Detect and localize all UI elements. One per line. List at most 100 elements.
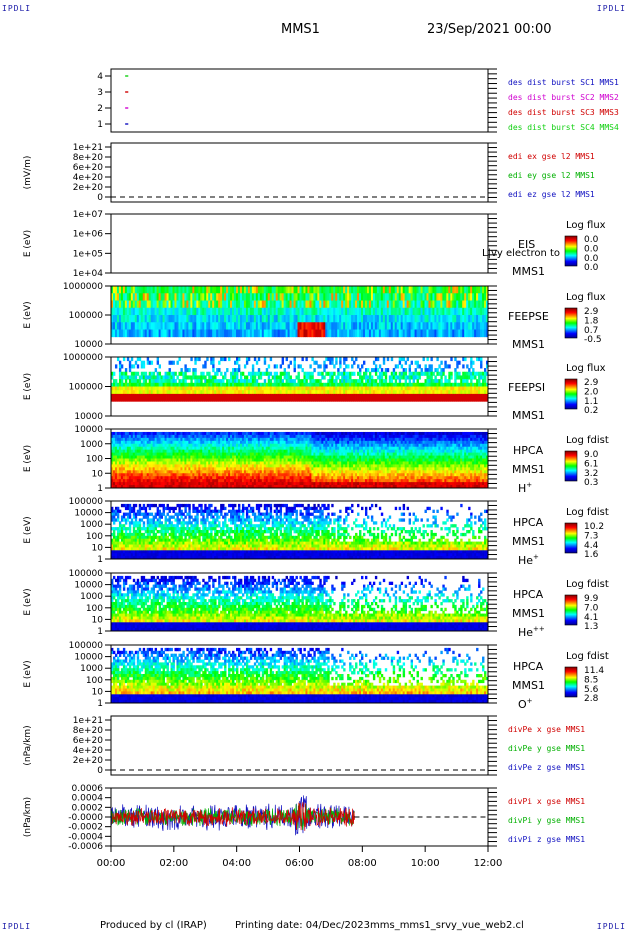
heatmap-cell: [192, 286, 195, 294]
heatmap-cell: [424, 286, 427, 294]
heatmap-cell: [434, 329, 437, 338]
heatmap-cell: [116, 307, 120, 316]
heatmap-cell: [224, 322, 227, 330]
heatmap-cell: [361, 386, 364, 391]
heatmap-cell: [146, 357, 150, 362]
heatmap-cell: [255, 379, 259, 384]
heatmap-cell: [289, 315, 292, 323]
heatmap-cell: [333, 379, 336, 384]
heatmap-cell: [357, 397, 360, 402]
heatmap-cell: [228, 390, 231, 395]
heatmap-cell: [172, 379, 175, 384]
heatmap-cell: [273, 386, 277, 391]
heatmap-cell: [323, 382, 326, 387]
heatmap-cell: [390, 329, 394, 338]
heatmap-cell: [355, 357, 358, 362]
heatmap-cell: [251, 382, 255, 387]
heatmap-cell: [257, 393, 261, 398]
heatmap-cell: [164, 375, 167, 380]
heatmap-cell: [406, 382, 410, 387]
heatmap-cell: [444, 386, 447, 391]
heatmap-cell: [118, 300, 122, 309]
heatmap-cell: [263, 382, 267, 387]
heatmap-cell: [307, 293, 310, 301]
heatmap-cell: [370, 300, 374, 309]
heatmap-cell: [212, 364, 215, 369]
heatmap-cell: [212, 293, 215, 301]
heatmap-cell: [236, 379, 239, 384]
heatmap-cell: [249, 382, 253, 387]
heatmap-cell: [271, 375, 275, 380]
heatmap-cell: [364, 368, 368, 373]
heatmap-cell: [124, 393, 128, 398]
panel-feepsi: [105, 356, 578, 417]
heatmap-cell: [214, 300, 217, 309]
heatmap-cell: [394, 393, 398, 398]
heatmap-cell: [382, 393, 386, 398]
heatmap-cell: [364, 329, 368, 338]
heatmap-cell: [351, 382, 354, 387]
heatmap-cell: [249, 286, 253, 294]
heatmap-cell: [226, 293, 229, 301]
heatmap-cell: [239, 322, 243, 330]
heatmap-cell: [400, 357, 404, 362]
heatmap-cell: [450, 375, 453, 380]
heatmap-cell: [128, 379, 132, 384]
heatmap-cell: [315, 397, 318, 402]
heatmap-cell: [120, 375, 124, 380]
heatmap-cell: [349, 382, 352, 387]
heatmap-cell: [130, 329, 134, 338]
heatmap-cell: [466, 315, 469, 323]
heatmap-cell: [327, 315, 330, 323]
heatmap-cell: [335, 357, 338, 362]
heatmap-cell: [416, 390, 419, 395]
heatmap-cell: [329, 307, 332, 316]
heatmap-cell: [241, 393, 245, 398]
heatmap-cell: [359, 379, 362, 384]
heatmap-cell: [285, 386, 288, 391]
heatmap-cell: [341, 329, 344, 338]
heatmap-cell: [245, 357, 249, 362]
heatmap-cell: [111, 307, 114, 316]
heatmap-cell: [333, 293, 336, 301]
heatmap-cell: [424, 371, 427, 376]
heatmap-cell: [309, 300, 312, 309]
date-time: 23/Sep/2021 00:00: [427, 22, 552, 37]
heatmap-cell: [394, 371, 398, 376]
heatmap-cell: [204, 375, 207, 380]
heatmap-cell: [118, 329, 122, 338]
heatmap-cell: [158, 386, 161, 391]
heatmap-cell: [323, 390, 326, 395]
heatmap-cell: [424, 329, 427, 338]
heatmap-cell: [206, 307, 209, 316]
heatmap-cell: [462, 322, 465, 330]
heatmap-cell: [234, 371, 237, 376]
heatmap-cell: [152, 322, 156, 330]
heatmap-cell: [194, 371, 197, 376]
heatmap-cell: [317, 322, 320, 330]
heatmap-cell: [362, 286, 366, 294]
heatmap-cell: [436, 307, 439, 316]
heatmap-cell: [220, 386, 223, 391]
heatmap-cell: [283, 329, 287, 338]
heatmap-cell: [208, 286, 211, 294]
heatmap-cell: [329, 293, 332, 301]
heatmap-cell: [261, 315, 265, 323]
heatmap-cell: [347, 393, 350, 398]
heatmap-cell: [416, 386, 419, 391]
heatmap-cell: [122, 329, 126, 338]
heatmap-cell: [120, 315, 124, 323]
heatmap-cell: [364, 375, 368, 380]
heatmap-cell: [345, 293, 348, 301]
heatmap-cell: [263, 360, 267, 365]
heatmap-cell: [130, 397, 134, 402]
heatmap-cell: [226, 315, 229, 323]
heatmap-cell: [313, 315, 316, 323]
heatmap-cell: [228, 379, 231, 384]
heatmap-cell: [166, 300, 169, 309]
heatmap-cell: [237, 364, 241, 369]
heatmap-cell: [374, 357, 378, 362]
heatmap-cell: [410, 286, 413, 294]
heatmap-cell: [226, 307, 229, 316]
heatmap-cell: [275, 300, 279, 309]
